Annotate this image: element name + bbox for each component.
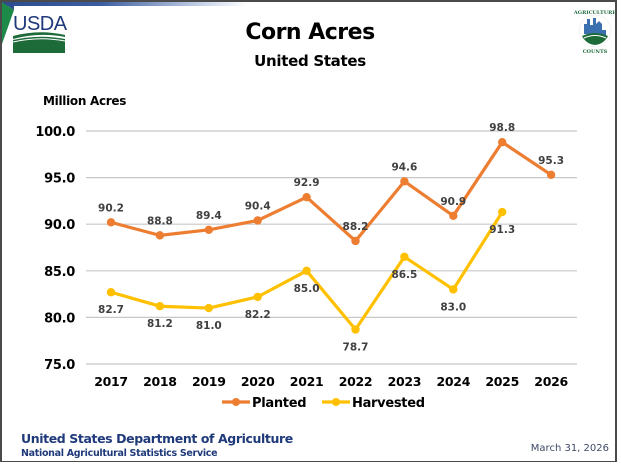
footer-date: March 31, 2026	[530, 443, 609, 454]
x-tick-label: 2020	[241, 374, 275, 389]
x-tick-label: 2022	[339, 374, 373, 389]
data-label-planted: 90.2	[98, 202, 124, 214]
series-lines	[106, 137, 556, 334]
x-tick-label: 2021	[290, 374, 324, 389]
x-tick-label: 2018	[143, 374, 177, 389]
data-point-harvested	[253, 292, 262, 302]
data-label-planted: 88.8	[147, 215, 173, 227]
data-label-planted: 90.9	[440, 196, 466, 208]
y-tick-label: 80.0	[44, 311, 75, 326]
x-tick-label: 2017	[94, 374, 128, 389]
data-point-planted	[204, 225, 213, 234]
data-point-planted	[302, 192, 311, 202]
chart-title: Corn Acres	[245, 20, 375, 45]
legend-label-planted: Planted	[252, 396, 306, 411]
data-label-planted: 98.8	[489, 122, 515, 134]
data-label-harvested: 78.7	[343, 342, 369, 354]
data-label-harvested: 81.2	[147, 318, 173, 330]
data-point-harvested	[449, 285, 458, 294]
series-line-planted	[109, 140, 553, 243]
data-label-harvested: 82.2	[245, 309, 271, 321]
data-point-harvested	[351, 325, 360, 334]
data-label-harvested: 91.3	[489, 224, 515, 236]
y-tick-label: 95.0	[44, 172, 75, 187]
data-labels: 90.2 88.8 89.4 90.4 92.9 88.2 94.6 90.9 98.8 95.3…	[98, 122, 564, 353]
y-tick-label: 90.0	[44, 218, 75, 233]
legend: Planted Harvested	[222, 396, 425, 411]
y-tick-labels: 75.0 80.0 85.0 90.0 95.0 100.0	[35, 125, 75, 373]
data-label-planted: 92.9	[294, 177, 320, 189]
data-point-planted	[449, 211, 458, 221]
data-point-harvested	[155, 302, 165, 311]
green-swoosh-decoration	[2, 2, 14, 44]
x-tick-labels: 2017 2018 2019 2020 2021 2022 2023 2024 2025 2026	[94, 374, 569, 389]
legend-marker-harvested	[332, 398, 340, 406]
top-accent-bar	[2, 2, 247, 6]
data-label-harvested: 83.0	[440, 301, 466, 313]
footer-service: National Agricultural Statistics Service	[21, 448, 218, 459]
footer-department: United States Department of Agriculture	[21, 431, 293, 446]
y-tick-label: 100.0	[35, 125, 75, 140]
y-tick-label: 85.0	[44, 265, 75, 280]
y-tick-label: 75.0	[44, 358, 75, 373]
x-tick-label: 2024	[437, 374, 471, 389]
x-tick-label: 2026	[534, 374, 568, 389]
ag-logo-text-top: AGRICULTURE	[573, 10, 616, 16]
data-label-harvested: 82.7	[98, 304, 124, 316]
data-point-planted	[400, 177, 409, 186]
data-point-planted	[155, 231, 165, 240]
x-tick-label: 2025	[485, 374, 519, 389]
data-point-planted	[498, 137, 507, 147]
y-axis-label: Million Acres	[43, 94, 127, 108]
chart-subtitle: United States	[254, 52, 366, 70]
data-label-harvested: 86.5	[391, 269, 417, 281]
data-point-harvested	[498, 207, 507, 217]
data-point-harvested	[106, 288, 116, 297]
x-tick-label: 2023	[388, 374, 422, 389]
legend-marker-planted	[232, 398, 240, 406]
usda-logo-text: USDA	[13, 13, 67, 35]
data-point-planted	[106, 218, 116, 227]
data-label-harvested: 81.0	[196, 320, 222, 332]
data-point-planted	[253, 216, 262, 225]
gridlines	[86, 130, 577, 365]
data-label-harvested: 85.0	[294, 283, 320, 295]
data-point-planted	[351, 236, 360, 246]
x-tick-label: 2019	[192, 374, 226, 389]
data-label-planted: 88.2	[343, 221, 369, 233]
data-point-harvested	[302, 266, 311, 275]
agriculture-counts-logo-icon: AGRICULTURE COUNTS	[573, 10, 616, 55]
data-label-planted: 95.3	[538, 155, 564, 167]
legend-label-harvested: Harvested	[352, 396, 425, 411]
data-label-planted: 90.4	[245, 200, 271, 212]
usda-logo-icon	[13, 32, 65, 53]
data-point-planted	[546, 170, 556, 180]
data-point-harvested	[204, 303, 213, 313]
ag-logo-text-bottom: COUNTS	[583, 49, 608, 55]
data-point-harvested	[400, 252, 409, 262]
data-label-planted: 89.4	[196, 210, 222, 222]
data-label-planted: 94.6	[391, 161, 417, 173]
